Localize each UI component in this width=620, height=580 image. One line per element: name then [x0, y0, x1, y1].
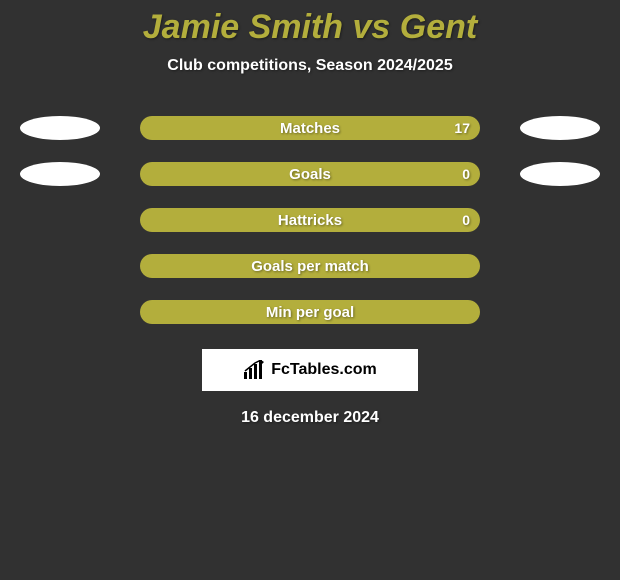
stat-bar-matches: Matches 17 [140, 116, 480, 140]
ellipse-right-goals [520, 162, 600, 186]
stat-bar-mpg: Min per goal [140, 300, 480, 324]
infographic-container: Jamie Smith vs Gent Club competitions, S… [0, 0, 620, 580]
stat-value-matches: 17 [454, 120, 470, 136]
stat-label-goals: Goals [289, 166, 331, 183]
stat-bar-hattricks: Hattricks 0 [140, 208, 480, 232]
stat-bar-goals: Goals 0 [140, 162, 480, 186]
stat-row-hattricks: Hattricks 0 [0, 197, 620, 243]
subtitle: Club competitions, Season 2024/2025 [167, 57, 452, 75]
date-text: 16 december 2024 [241, 409, 379, 427]
stat-value-hattricks: 0 [462, 212, 470, 228]
stat-row-goals: Goals 0 [0, 151, 620, 197]
stat-label-hattricks: Hattricks [278, 212, 342, 229]
ellipse-left-goals [20, 162, 100, 186]
ellipse-right-matches [520, 116, 600, 140]
stats-area: Matches 17 Goals 0 Hattricks 0 Goal [0, 105, 620, 335]
stat-row-matches: Matches 17 [0, 105, 620, 151]
stat-label-matches: Matches [280, 120, 340, 137]
brand-box: FcTables.com [202, 349, 418, 391]
stat-bar-gpm: Goals per match [140, 254, 480, 278]
stat-label-mpg: Min per goal [266, 304, 354, 321]
brand-chart-icon [243, 360, 265, 380]
page-title: Jamie Smith vs Gent [143, 8, 477, 47]
stat-label-gpm: Goals per match [251, 258, 369, 275]
stat-row-gpm: Goals per match [0, 243, 620, 289]
stat-row-mpg: Min per goal [0, 289, 620, 335]
ellipse-left-matches [20, 116, 100, 140]
stat-value-goals: 0 [462, 166, 470, 182]
brand-text: FcTables.com [271, 361, 377, 379]
